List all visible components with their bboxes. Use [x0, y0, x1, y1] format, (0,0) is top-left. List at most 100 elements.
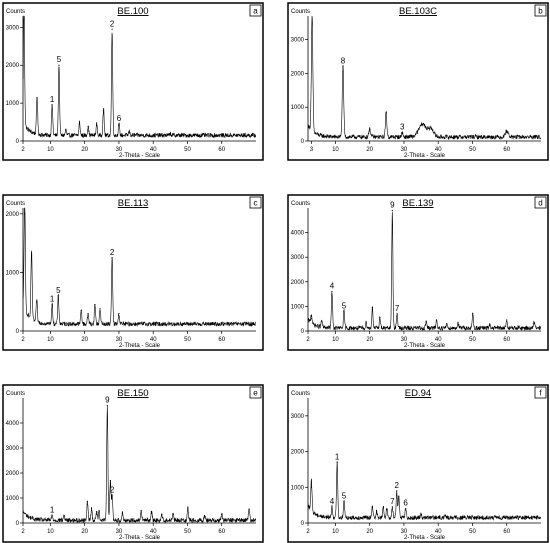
panel-letter-box	[249, 4, 262, 17]
panel-letter-box	[249, 196, 262, 209]
y-tick-label: 1000	[6, 496, 20, 502]
panel-letter-box	[534, 386, 547, 399]
peak-point	[342, 66, 344, 68]
peak-label: 2	[110, 19, 115, 28]
panel-frame	[2, 194, 264, 351]
panel-d: BE.139 d Counts 2-Theta - Scale 0 1000 2000 300…	[287, 194, 549, 351]
peak-point	[118, 123, 120, 125]
peak-point	[420, 513, 422, 515]
x-axis-label: 2-Theta - Scale	[404, 343, 446, 349]
peak-label: 9	[390, 200, 395, 209]
peak-label: 6	[117, 114, 122, 123]
panel-e: BE.150 e Counts 2-Theta - Scale 0 1000 2000 300…	[2, 384, 264, 543]
x-tick-label: 50	[469, 147, 476, 153]
panel-title: ED.94	[405, 388, 431, 399]
peak-label: 1	[50, 95, 55, 104]
x-axis-label: 2-Theta - Scale	[119, 153, 161, 159]
peak-point	[87, 312, 89, 315]
panel-c: BE.113 c Counts 2-Theta - Scale 0 1000 2000 2 10…	[2, 194, 264, 351]
peak-point	[118, 312, 120, 315]
peak-label: 7	[395, 304, 400, 313]
x-tick-label: 30	[116, 147, 123, 153]
peak-point	[472, 313, 474, 315]
peak-point	[343, 310, 345, 312]
peak-point	[109, 479, 111, 482]
xrd-trace	[22, 207, 256, 327]
x-tick-label: 2	[306, 529, 310, 535]
x-tick-label: 40	[150, 147, 157, 153]
peak-point	[398, 495, 400, 497]
x-tick-label: 10	[332, 529, 339, 535]
y-axis-label: Counts	[291, 9, 310, 15]
xrd-trace	[22, 15, 257, 139]
x-tick-label: 20	[81, 529, 88, 535]
x-tick-label: 2	[21, 529, 25, 535]
panel-a: BE.100 a Counts 2-Theta - Scale 0 1000 2000 300…	[2, 2, 264, 161]
xrd-trace	[307, 211, 542, 332]
peak-point	[96, 123, 98, 125]
peak-point	[401, 131, 403, 134]
peak-point	[111, 257, 113, 259]
panel-letter: f	[539, 389, 542, 398]
panel-letter: d	[538, 199, 542, 208]
panel-letter: a	[253, 7, 258, 16]
panel-title: BE.139	[402, 198, 433, 209]
x-tick-label: 50	[184, 147, 191, 153]
peak-point	[128, 130, 130, 133]
x-tick-label: 10	[47, 529, 54, 535]
peak-point	[36, 301, 38, 303]
peak-point	[457, 321, 459, 323]
peak-point	[331, 506, 333, 508]
y-tick-label: 2000	[6, 471, 20, 477]
x-tick-label: 60	[218, 337, 225, 343]
peak-point	[506, 130, 508, 132]
x-tick-label: 30	[116, 529, 123, 535]
y-tick-label: 0	[16, 521, 20, 527]
x-tick-label: 60	[218, 147, 225, 153]
peak-point	[382, 506, 384, 508]
peak-point	[221, 513, 223, 515]
panel-title: BE.113	[118, 198, 148, 209]
peak-point	[51, 514, 53, 517]
peak-point	[90, 507, 93, 509]
x-tick-label: 20	[366, 147, 373, 153]
y-axis-label: Counts	[6, 201, 25, 207]
y-tick-label: 3000	[6, 446, 20, 452]
x-axis-label: 2-Theta - Scale	[404, 153, 446, 159]
x-tick-label: 3	[310, 147, 314, 153]
x-tick-label: 40	[435, 529, 442, 535]
y-tick-label: 1000	[6, 270, 20, 276]
y-axis-label: Counts	[291, 201, 310, 207]
panel-frame	[287, 194, 549, 351]
peak-point	[99, 308, 101, 310]
peak-point	[58, 64, 60, 66]
panel-frame	[2, 384, 264, 543]
y-tick-label: 0	[301, 139, 305, 145]
x-tick-label: 30	[401, 337, 408, 343]
peak-point	[87, 126, 89, 128]
y-tick-label: 1000	[6, 101, 20, 107]
peak-point	[321, 320, 323, 322]
panel-title: BE.150	[117, 388, 148, 399]
x-tick-label: 40	[150, 529, 157, 535]
peak-point	[57, 295, 59, 297]
y-axis-label: Counts	[6, 391, 25, 397]
peak-point	[80, 309, 82, 312]
peak-point	[121, 512, 123, 514]
y-tick-label: 0	[301, 329, 305, 335]
x-tick-label: 40	[435, 147, 442, 153]
panel-title: BE.100	[117, 6, 148, 17]
peak-point	[371, 506, 374, 508]
peak-point	[150, 511, 153, 513]
peak-point	[506, 319, 508, 321]
y-tick-label: 4000	[291, 231, 305, 237]
x-tick-label: 60	[503, 529, 510, 535]
x-tick-label: 2	[21, 337, 25, 343]
peak-label: 4	[330, 282, 335, 291]
y-tick-label: 3000	[291, 414, 305, 420]
peak-point	[435, 319, 438, 321]
panel-letter-box	[534, 196, 547, 209]
y-tick-label: 0	[301, 521, 305, 527]
panel-f: ED.94 f Counts 2-Theta - Scale 0 1000 2000 3000…	[287, 384, 549, 543]
peak-point	[310, 486, 313, 488]
